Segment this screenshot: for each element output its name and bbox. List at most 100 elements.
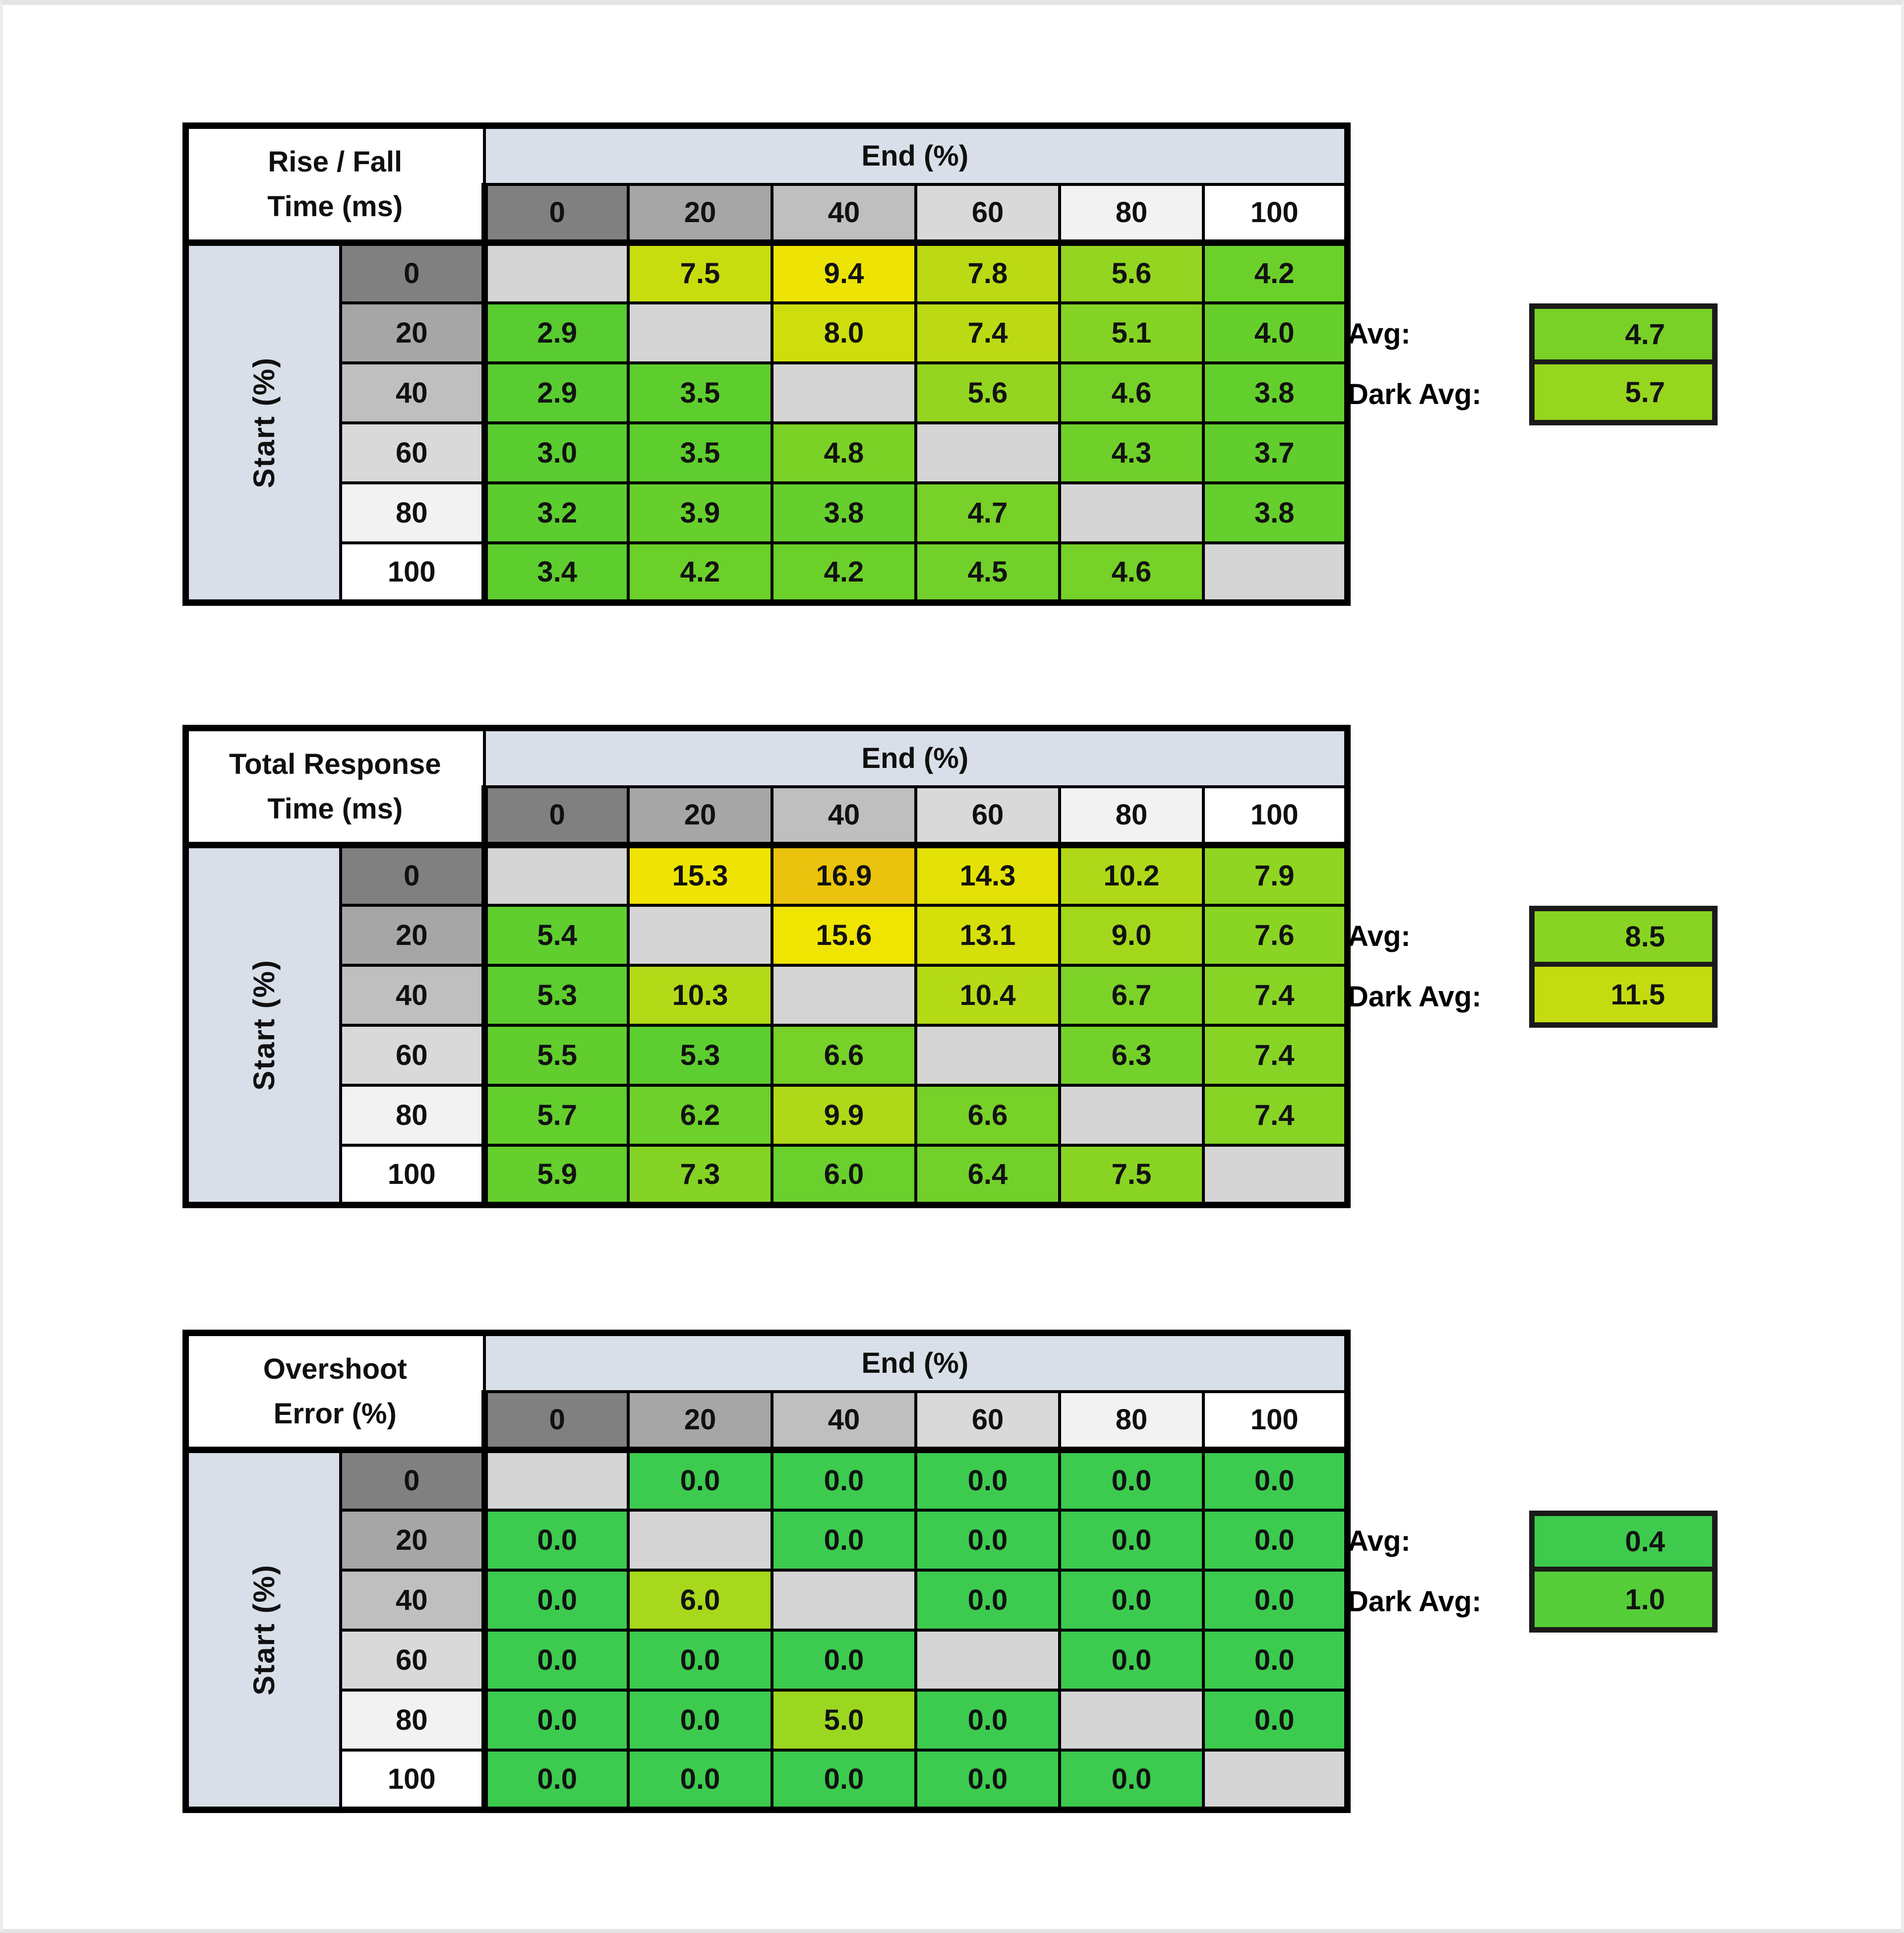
value-cell: 3.8 (771, 481, 917, 544)
value-cell: 0.0 (481, 1688, 630, 1752)
col-header-cell: 100 (1202, 785, 1349, 847)
value-cell: 0.0 (914, 1568, 1061, 1632)
col-header-cell: 60 (914, 785, 1061, 847)
start-axis-label: Start (%) (247, 357, 281, 488)
avg-label: Avg: (1348, 1524, 1411, 1557)
value-cell: 6.4 (914, 1143, 1061, 1207)
total-response-time-table: Total Response Time (ms) End (%) 0 20 40 60 80 1… (182, 725, 1351, 1208)
value-cell: 0.0 (1058, 1508, 1205, 1572)
value-cell: 0.0 (771, 1628, 917, 1692)
value-cell: 6.0 (627, 1568, 774, 1632)
end-header-cell: End (%) (483, 124, 1349, 186)
row-header-cell: 60 (339, 1628, 486, 1692)
diagonal-cell (771, 1568, 917, 1632)
row-header-cell: 0 (339, 1447, 486, 1512)
value-cell: 0.0 (771, 1748, 917, 1812)
value-cell: 3.8 (1202, 481, 1349, 544)
table-title-line2: Error (%) (273, 1397, 397, 1430)
value-cell: 0.0 (1058, 1628, 1205, 1692)
start-axis-band: Start (%) (184, 239, 342, 604)
value-cell: 14.3 (914, 842, 1061, 907)
col-header-cell: 0 (481, 1390, 630, 1452)
value-cell: 9.9 (771, 1083, 917, 1147)
diagonal-cell (481, 1447, 630, 1512)
row-header-cell: 60 (339, 421, 486, 484)
end-header-cell: End (%) (483, 1331, 1349, 1393)
table-title-line1: Total Response (229, 748, 441, 780)
value-cell: 7.8 (914, 239, 1061, 304)
value-cell: 3.9 (627, 481, 774, 544)
start-axis-label: Start (%) (247, 1564, 281, 1696)
end-header-cell: End (%) (483, 726, 1349, 788)
value-cell: 5.6 (1058, 239, 1205, 304)
value-cell: 6.0 (771, 1143, 917, 1207)
start-axis-band: Start (%) (184, 842, 342, 1207)
value-cell: 7.3 (627, 1143, 774, 1207)
diagonal-cell (914, 1023, 1061, 1087)
value-cell: 10.3 (627, 963, 774, 1027)
value-cell: 3.8 (1202, 361, 1349, 424)
row-header-cell: 100 (339, 1748, 486, 1812)
value-cell: 0.0 (627, 1688, 774, 1752)
col-header-cell: 80 (1058, 1390, 1205, 1452)
value-cell: 6.7 (1058, 963, 1205, 1027)
value-cell: 7.9 (1202, 842, 1349, 907)
col-header-cell: 60 (914, 182, 1061, 244)
value-cell: 0.0 (771, 1447, 917, 1512)
value-cell: 4.2 (771, 541, 917, 604)
row-header-cell: 40 (339, 963, 486, 1027)
table-title-line2: Time (ms) (267, 190, 403, 223)
value-cell: 0.0 (627, 1447, 774, 1512)
value-cell: 0.0 (914, 1447, 1061, 1512)
col-header-cell: 80 (1058, 182, 1205, 244)
row-header-cell: 80 (339, 1083, 486, 1147)
value-cell: 10.4 (914, 963, 1061, 1027)
diagonal-cell (1202, 541, 1349, 604)
value-cell: 7.4 (1202, 963, 1349, 1027)
value-cell: 0.0 (1202, 1568, 1349, 1632)
total-response-time-block: Total Response Time (ms) End (%) 0 20 40 60 80 1… (182, 725, 1351, 1208)
value-cell: 16.9 (771, 842, 917, 907)
diagonal-cell (914, 1628, 1061, 1692)
diagonal-cell (627, 1508, 774, 1572)
start-axis-label: Start (%) (247, 959, 281, 1091)
value-cell: 0.0 (481, 1508, 630, 1572)
col-header-cell: 20 (627, 1390, 774, 1452)
overshoot-error-table: Overshoot Error (%) End (%) 0 20 40 60 80 100 Sta… (182, 1330, 1351, 1813)
row-header-cell: 20 (339, 1508, 486, 1572)
value-cell: 2.9 (481, 301, 630, 364)
value-cell: 5.0 (771, 1688, 917, 1752)
value-cell: 3.2 (481, 481, 630, 544)
avg-value-box: 0.4 (1535, 1516, 1712, 1572)
value-cell: 0.0 (1202, 1447, 1349, 1512)
col-header-cell: 100 (1202, 1390, 1349, 1452)
start-axis-band: Start (%) (184, 1447, 342, 1812)
diagonal-cell (771, 963, 917, 1027)
table-title-line1: Overshoot (263, 1352, 407, 1385)
diagonal-cell (481, 842, 630, 907)
value-cell: 13.1 (914, 903, 1061, 967)
rise-fall-time-avg-boxes: 4.7 5.7 (1529, 303, 1718, 425)
value-cell: 7.5 (1058, 1143, 1205, 1207)
avg-label: Avg: (1348, 317, 1411, 350)
diagonal-cell (481, 239, 630, 304)
row-header-cell: 100 (339, 541, 486, 604)
col-header-cell: 20 (627, 182, 774, 244)
diagonal-cell (914, 421, 1061, 484)
dark-avg-label: Dark Avg: (1348, 378, 1482, 410)
diagonal-cell (1058, 1688, 1205, 1752)
dark-avg-label: Dark Avg: (1348, 980, 1482, 1013)
value-cell: 0.0 (627, 1628, 774, 1692)
value-cell: 0.0 (1058, 1447, 1205, 1512)
value-cell: 3.7 (1202, 421, 1349, 484)
col-header-cell: 0 (481, 785, 630, 847)
value-cell: 9.0 (1058, 903, 1205, 967)
value-cell: 5.3 (481, 963, 630, 1027)
diagonal-cell (1058, 481, 1205, 544)
value-cell: 7.4 (1202, 1023, 1349, 1087)
col-header-cell: 80 (1058, 785, 1205, 847)
value-cell: 4.5 (914, 541, 1061, 604)
diagonal-cell (771, 361, 917, 424)
diagonal-cell (1202, 1143, 1349, 1207)
